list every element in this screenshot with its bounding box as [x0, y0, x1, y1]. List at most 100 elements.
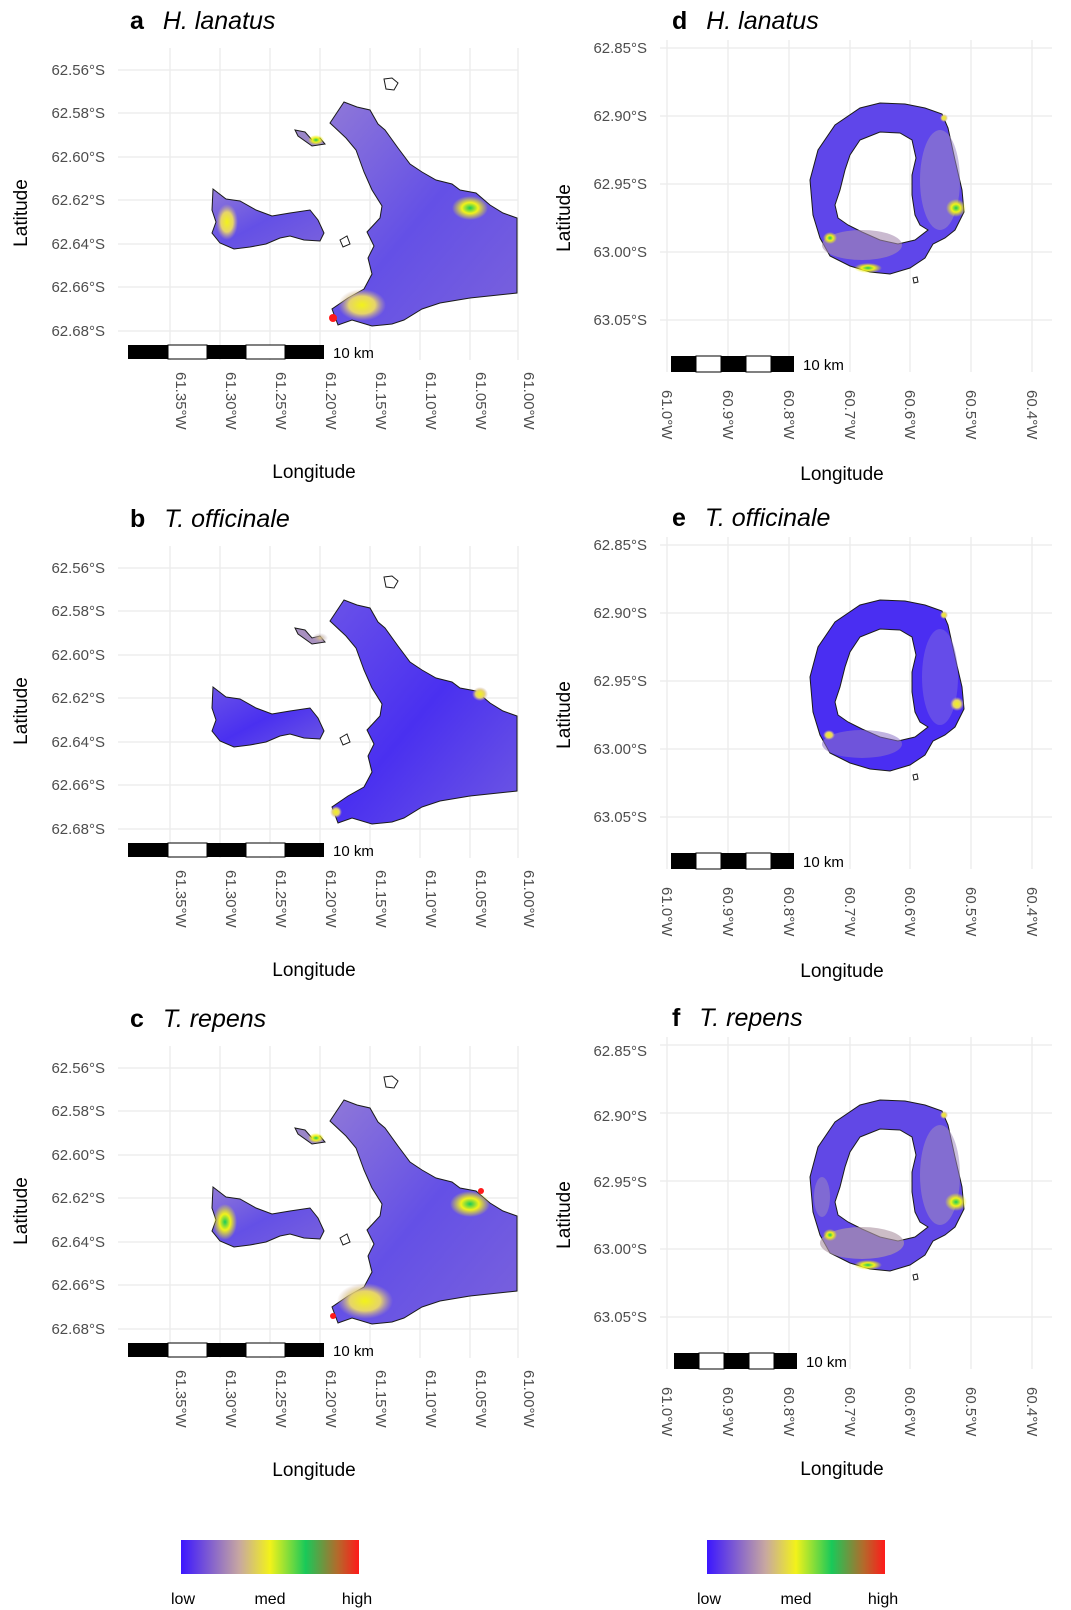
x-tick-label: 61.05°W	[472, 372, 489, 431]
small-islet	[912, 276, 919, 284]
small-islet	[339, 733, 351, 746]
scale-bar: 10 km	[128, 842, 374, 860]
x-tick-label: 60.4°W	[1023, 887, 1040, 937]
x-tick-label: 61.10°W	[422, 870, 439, 929]
panel-title: b T. officinale	[130, 505, 290, 533]
hotspot	[854, 1260, 882, 1270]
small-islet	[339, 1233, 351, 1246]
tiny-islet	[383, 575, 399, 589]
hotspot-high	[330, 1313, 336, 1319]
grid	[660, 40, 1052, 372]
x-tick-label: 60.6°W	[901, 390, 918, 440]
hotspot	[823, 232, 837, 244]
scale-bar: 10 km	[674, 1352, 847, 1371]
small-islet	[912, 1273, 919, 1281]
x-tick-label: 61.0°W	[658, 1387, 675, 1437]
y-tick-label: 62.66°S	[51, 777, 105, 794]
x-tick-label: 61.20°W	[322, 372, 339, 431]
panel-title: e T. officinale	[672, 504, 830, 532]
x-tick-label: 61.35°W	[172, 870, 189, 929]
y-tick-label: 62.60°S	[51, 647, 105, 664]
panel-title: d H. lanatus	[672, 7, 819, 35]
y-tick-label: 63.05°S	[593, 1309, 647, 1326]
y-tick-label: 63.05°S	[593, 312, 647, 329]
x-tick-label: 60.5°W	[962, 390, 979, 440]
y-tick-label: 63.05°S	[593, 809, 647, 826]
y-tick-label: 63.00°S	[593, 244, 647, 261]
hotspot	[450, 1191, 490, 1217]
island-map	[809, 102, 966, 284]
y-axis-title: Latitude	[554, 681, 575, 749]
panel-title: c T. repens	[130, 1005, 266, 1033]
gradient-zone	[822, 730, 902, 758]
x-tick-label: 60.4°W	[1023, 390, 1040, 440]
y-tick-labels: 62.56°S 62.58°S 62.60°S 62.62°S 62.64°S …	[51, 62, 105, 340]
island-map	[809, 1099, 967, 1281]
x-tick-label: 61.00°W	[520, 1370, 537, 1429]
x-tick-label: 60.7°W	[841, 887, 858, 937]
legend-label-low: low	[697, 1591, 721, 1608]
x-axis-title: Longitude	[800, 464, 883, 485]
map-panel-a: 10 km a H. lanatus 62.56°S 62.58°S 62.60…	[11, 7, 537, 483]
panel-letter: c	[130, 1005, 144, 1033]
y-tick-label: 62.58°S	[51, 105, 105, 122]
y-tick-labels: 62.56°S 62.58°S 62.60°S 62.62°S 62.64°S …	[51, 560, 105, 838]
hotspot	[308, 135, 324, 145]
hotspot-high	[478, 1188, 484, 1194]
deception-island	[809, 599, 965, 772]
scale-bar-label: 10 km	[333, 1343, 374, 1360]
panel-species: H. lanatus	[706, 7, 819, 35]
x-tick-label: 61.30°W	[222, 372, 239, 431]
x-tick-label: 61.15°W	[372, 870, 389, 929]
panel-letter: f	[672, 1004, 681, 1032]
x-axis-title: Longitude	[800, 1459, 883, 1480]
x-tick-label: 61.15°W	[372, 372, 389, 431]
colorbar	[707, 1540, 885, 1574]
scale-bar: 10 km	[671, 852, 844, 871]
main-island	[329, 101, 518, 327]
island-map	[211, 77, 518, 327]
x-tick-labels: 61.35°W 61.30°W 61.25°W 61.20°W 61.15°W …	[172, 372, 537, 431]
scale-bar: 10 km	[671, 355, 844, 374]
scale-bar-label: 10 km	[333, 345, 374, 362]
hotspot	[312, 633, 328, 643]
x-tick-label: 60.6°W	[901, 1387, 918, 1437]
x-tick-labels: 61.35°W 61.30°W 61.25°W 61.20°W 61.15°W …	[172, 870, 537, 929]
y-tick-label: 62.95°S	[593, 1174, 647, 1191]
hotspot	[854, 263, 882, 273]
hotspot	[940, 611, 948, 619]
y-tick-label: 62.90°S	[593, 108, 647, 125]
x-tick-labels: 61.35°W 61.30°W 61.25°W 61.20°W 61.15°W …	[172, 1370, 537, 1429]
main-island	[329, 1099, 518, 1325]
y-tick-label: 62.64°S	[51, 1234, 105, 1251]
grid	[660, 1037, 1052, 1369]
panel-letter: b	[130, 505, 145, 533]
island-map	[211, 1075, 518, 1325]
y-tick-label: 62.85°S	[593, 537, 647, 554]
panel-species: T. officinale	[164, 505, 290, 533]
y-tick-label: 62.95°S	[593, 176, 647, 193]
panel-species: T. repens	[163, 1005, 266, 1033]
y-tick-label: 62.64°S	[51, 236, 105, 253]
x-axis-title: Longitude	[272, 462, 355, 483]
tiny-islet	[383, 1075, 399, 1089]
legend-label-med: med	[254, 1591, 285, 1608]
y-tick-label: 62.58°S	[51, 1103, 105, 1120]
panel-letter: e	[672, 504, 686, 532]
hotspot	[823, 1229, 837, 1241]
y-tick-label: 62.62°S	[51, 690, 105, 707]
grid	[660, 537, 1052, 869]
x-tick-label: 61.35°W	[172, 1370, 189, 1429]
y-tick-label: 62.56°S	[51, 560, 105, 577]
hotspot	[338, 289, 386, 321]
x-tick-label: 60.8°W	[780, 887, 797, 937]
panel-species: T. repens	[699, 1004, 802, 1032]
y-tick-labels: 62.85°S 62.90°S 62.95°S 63.00°S 63.05°S	[593, 40, 647, 329]
y-tick-label: 62.90°S	[593, 605, 647, 622]
map-panel-e: 10 km e T. officinale 62.85°S 62.90°S 62…	[554, 504, 1052, 982]
color-legend-right: low med high	[697, 1540, 898, 1608]
x-tick-label: 60.8°W	[780, 1387, 797, 1437]
main-island	[329, 599, 518, 825]
y-tick-label: 62.56°S	[51, 62, 105, 79]
y-tick-label: 62.62°S	[51, 192, 105, 209]
